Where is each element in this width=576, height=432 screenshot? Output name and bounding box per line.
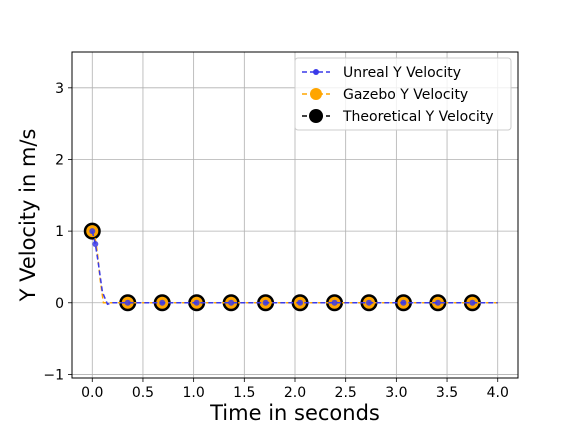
legend-entry: Theoretical Y Velocity — [302, 109, 494, 125]
data-point — [193, 299, 200, 306]
data-point — [159, 299, 166, 306]
x-tick-label: 1.0 — [183, 385, 205, 401]
legend: Unreal Y Velocity Gazebo Y Velocity Theore… — [294, 57, 512, 131]
y-tick-label: 0 — [55, 296, 64, 312]
data-point — [92, 241, 99, 248]
data-point — [228, 299, 235, 306]
y-tick-label: 1 — [55, 224, 64, 240]
legend-marker-swatch — [313, 69, 319, 75]
data-point — [400, 299, 407, 306]
legend-label: Unreal Y Velocity — [343, 65, 461, 81]
series-0 — [89, 228, 498, 306]
data-point — [262, 299, 269, 306]
x-tick-label: 3.5 — [436, 385, 458, 401]
data-point — [83, 222, 101, 240]
x-tick-label: 4.0 — [487, 385, 509, 401]
legend-entry: Unreal Y Velocity — [302, 65, 461, 81]
legend-entry: Gazebo Y Velocity — [302, 87, 468, 103]
data-point — [124, 299, 131, 306]
x-tick-label: 1.5 — [233, 385, 255, 401]
legend-marker-swatch — [309, 109, 323, 123]
ticks: 0.0 0.5 1.0 1.5 2.0 2.5 3.0 3.5 4.0 −1 0 1 2 3 — [43, 81, 509, 401]
x-tick-label: 2.0 — [284, 385, 306, 401]
data-point — [297, 299, 304, 306]
data-point — [469, 299, 476, 306]
data-point — [89, 228, 96, 235]
data-point — [365, 299, 372, 306]
y-axis-label: Y Velocity in m/s — [16, 129, 40, 303]
legend-label: Theoretical Y Velocity — [342, 109, 494, 125]
legend-box — [294, 57, 512, 131]
series-line — [91, 230, 498, 306]
y-tick-label: 3 — [55, 81, 64, 97]
y-tick-label: 2 — [55, 152, 64, 168]
y-tick-label: −1 — [43, 367, 64, 383]
x-tick-label: 2.5 — [335, 385, 357, 401]
data-point — [434, 299, 441, 306]
legend-label: Gazebo Y Velocity — [343, 87, 468, 103]
x-axis-label: Time in seconds — [209, 401, 380, 425]
x-tick-label: 0.5 — [132, 385, 154, 401]
series-line — [91, 230, 498, 304]
data-point — [331, 299, 338, 306]
legend-marker-swatch — [310, 88, 322, 100]
legend-items: Unreal Y Velocity Gazebo Y Velocity Theore… — [302, 65, 494, 125]
x-tick-label: 0.0 — [81, 385, 103, 401]
series-layer — [83, 222, 498, 312]
x-tick-label: 3.0 — [385, 385, 407, 401]
